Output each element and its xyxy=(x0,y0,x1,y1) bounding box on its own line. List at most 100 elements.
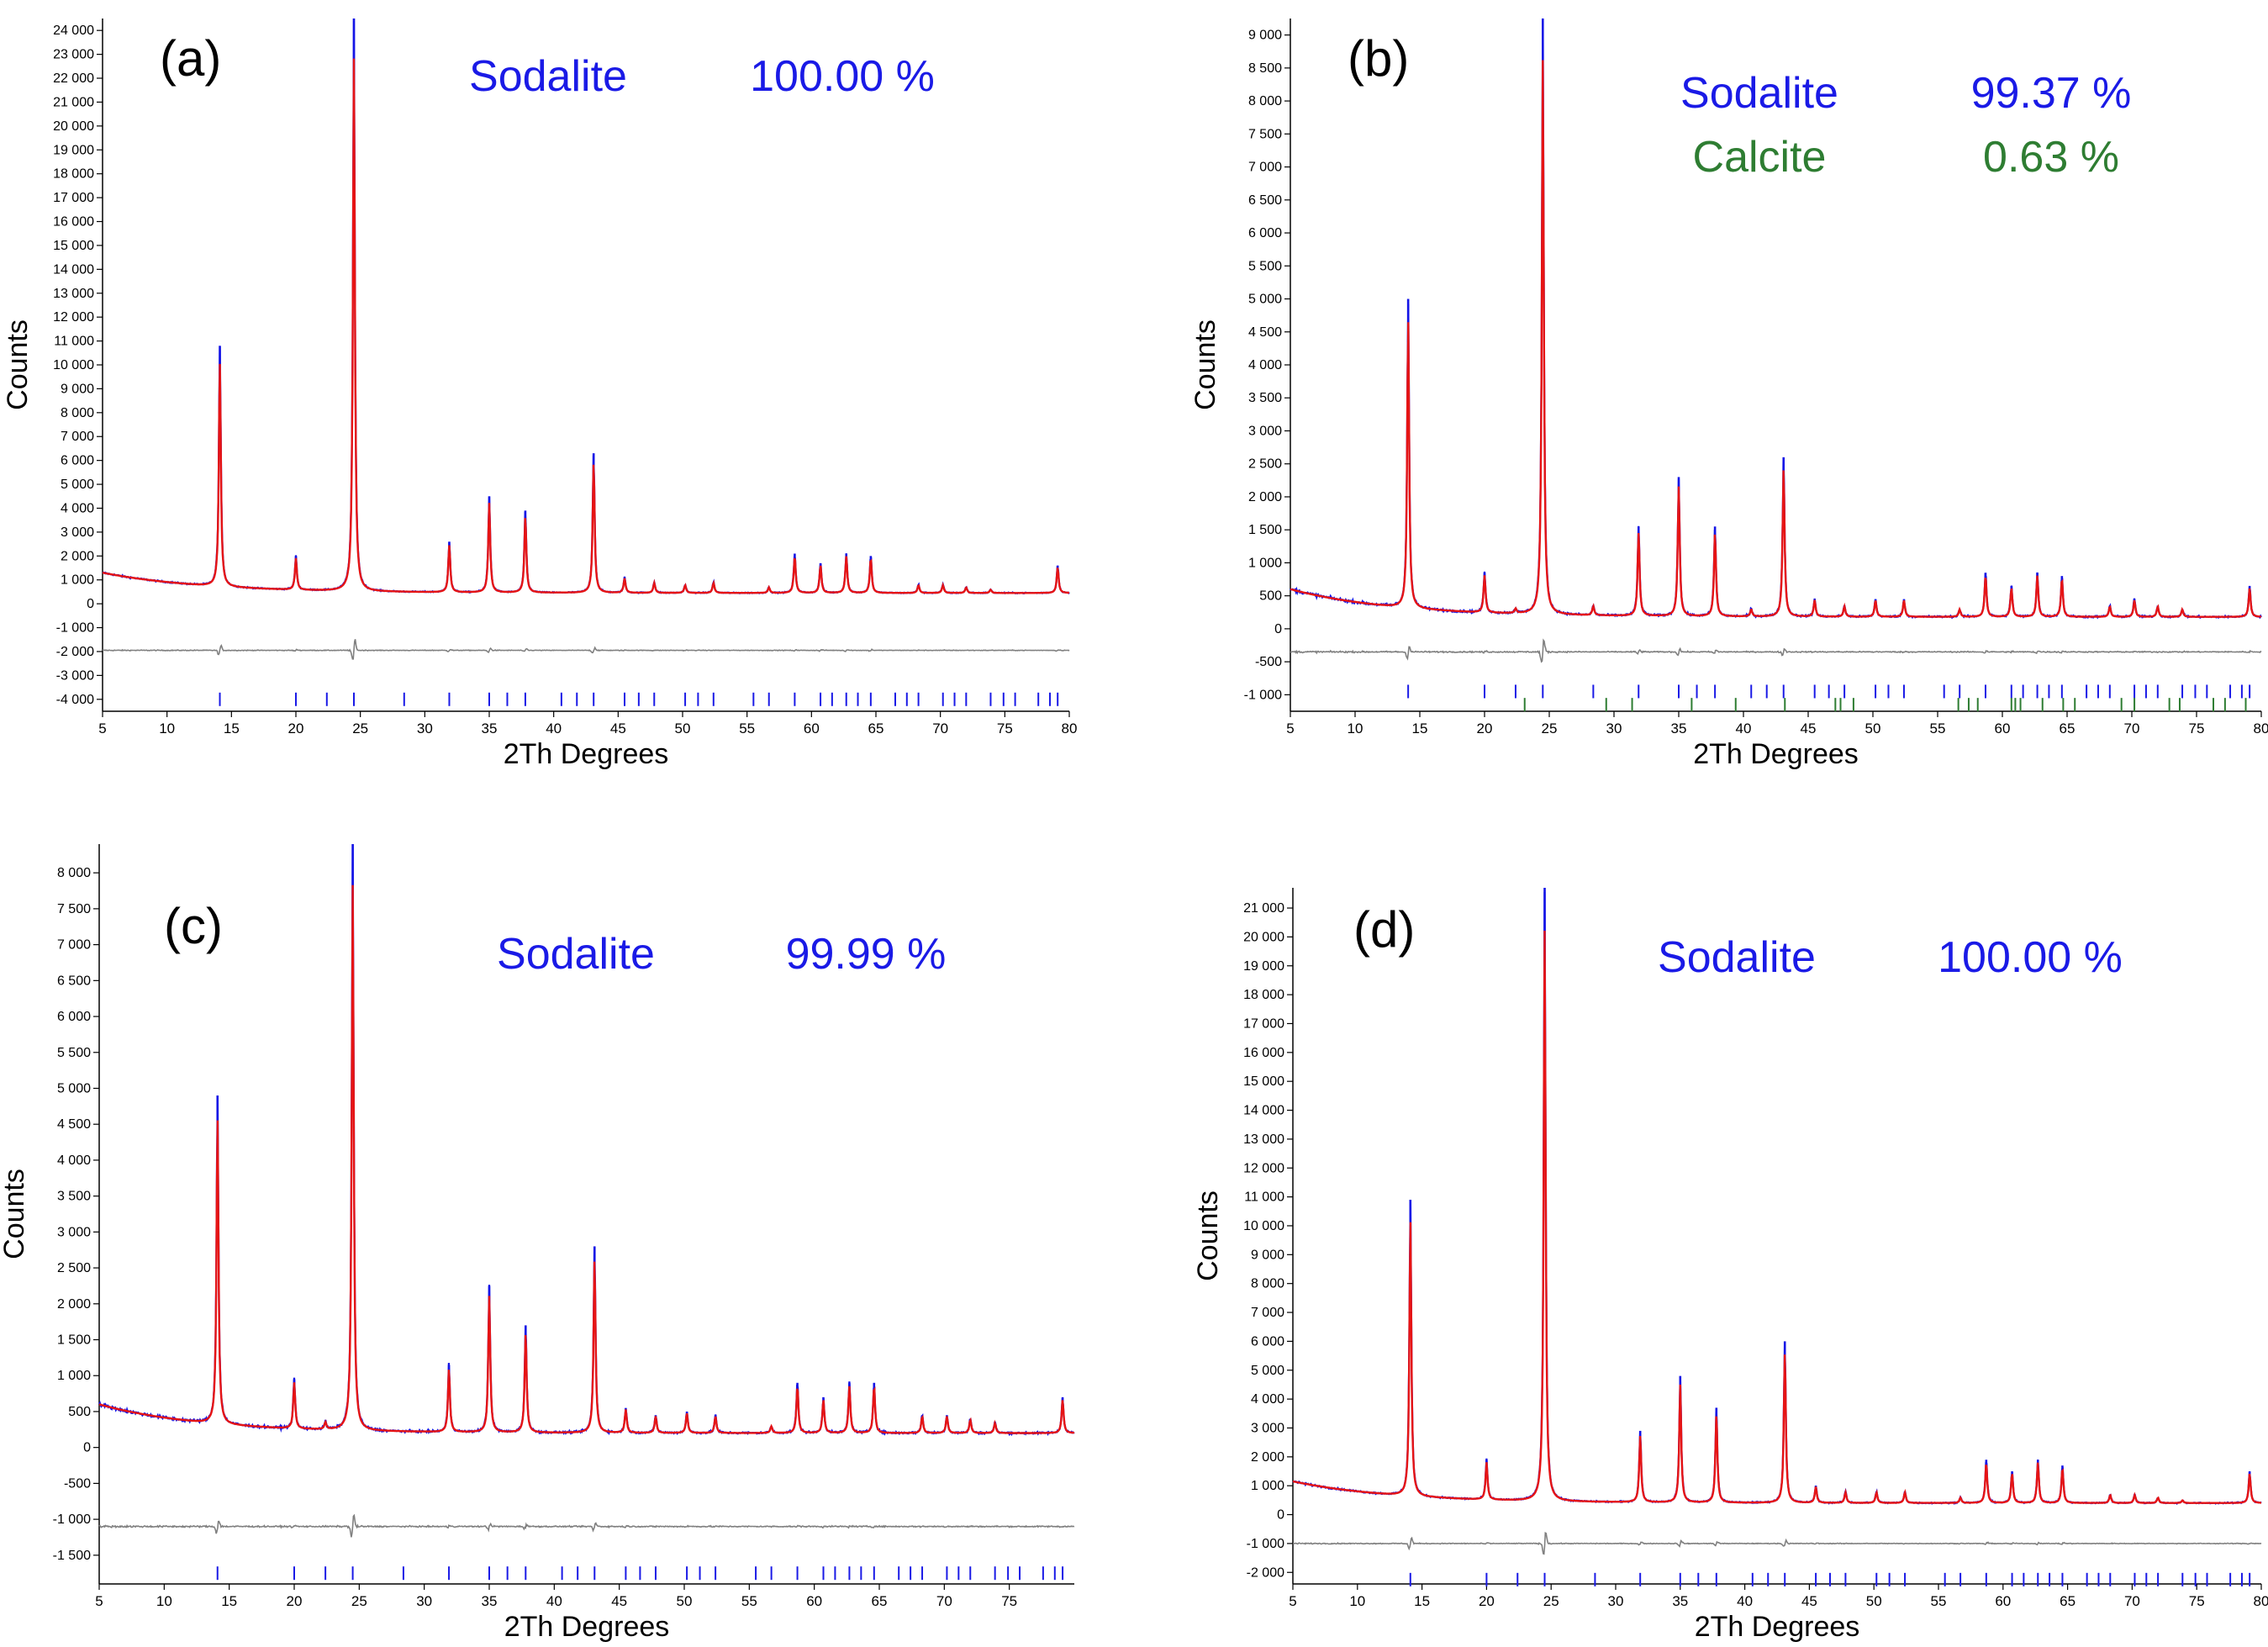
x-tick-label: 35 xyxy=(1671,721,1687,736)
difference-curve xyxy=(1292,1531,2262,1555)
difference-curve xyxy=(1290,638,2262,663)
y-tick-label: 20 000 xyxy=(1243,930,1284,944)
phase-percentage: 100.00 % xyxy=(750,52,935,101)
difference-curve xyxy=(103,639,1070,660)
y-tick-label: 2 000 xyxy=(57,1297,91,1312)
y-axis-title: Counts xyxy=(0,1169,30,1259)
x-tick-label: 65 xyxy=(2060,1593,2075,1609)
y-tick-label: 21 000 xyxy=(1243,901,1284,916)
x-tick-label: 50 xyxy=(1865,721,1881,736)
y-tick-label: 7 000 xyxy=(57,938,91,953)
y-tick-label: 20 000 xyxy=(53,119,94,134)
x-tick-label: 70 xyxy=(2124,1593,2140,1609)
x-axis-title: 2Th Degrees xyxy=(504,738,669,770)
x-tick-label: 55 xyxy=(1931,1593,1947,1609)
y-tick-label: 8 000 xyxy=(57,866,91,880)
y-tick-label: 5 000 xyxy=(1248,293,1282,307)
x-tick-label: 20 xyxy=(1477,721,1493,736)
panel-label: (b) xyxy=(1348,30,1409,87)
y-tick-label: 15 000 xyxy=(1243,1074,1284,1089)
calculated-curve xyxy=(102,58,1069,594)
calculated-curve xyxy=(1292,930,2261,1504)
x-tick-label: 5 xyxy=(1289,1593,1296,1609)
y-tick-label: 7 000 xyxy=(1251,1306,1284,1320)
x-tick-label: 45 xyxy=(611,1593,627,1609)
y-tick-label: 11 000 xyxy=(1244,1190,1284,1205)
y-tick-label: 7 000 xyxy=(61,430,94,444)
x-tick-label: 55 xyxy=(741,1593,757,1609)
observed-curve xyxy=(102,18,1070,595)
difference-curve xyxy=(98,1513,1075,1538)
phase-name: Sodalite xyxy=(497,930,655,979)
y-tick-label: 15 000 xyxy=(53,239,94,253)
x-tick-label: 50 xyxy=(677,1593,693,1609)
x-tick-label: 70 xyxy=(932,721,948,736)
y-tick-label: 2 000 xyxy=(61,549,94,563)
y-tick-label: 5 000 xyxy=(61,478,94,492)
y-tick-label: -2 000 xyxy=(1247,1565,1284,1580)
calculated-curve xyxy=(98,884,1075,1434)
phase-percentage: 99.37 % xyxy=(1971,69,2132,118)
y-tick-label: 0 xyxy=(1277,1508,1284,1523)
x-tick-label: 65 xyxy=(2060,721,2075,736)
y-tick-label: 3 500 xyxy=(57,1190,91,1204)
x-tick-label: 5 xyxy=(1286,721,1294,736)
y-tick-label: 17 000 xyxy=(1243,1016,1284,1031)
y-tick-label: -4 000 xyxy=(56,693,94,707)
x-tick-label: 40 xyxy=(1736,721,1752,736)
y-tick-label: 19 000 xyxy=(1243,959,1284,974)
y-tick-label: 6 500 xyxy=(1248,193,1282,208)
x-tick-label: 10 xyxy=(1348,721,1363,736)
x-tick-label: 35 xyxy=(482,721,498,736)
x-tick-label: 60 xyxy=(1995,1593,2011,1609)
panel-label: (c) xyxy=(164,898,223,954)
x-tick-label: 65 xyxy=(872,1593,888,1609)
y-tick-label: 7 000 xyxy=(1248,161,1282,175)
x-tick-label: 75 xyxy=(1001,1593,1017,1609)
y-tick-label: 7 500 xyxy=(57,902,91,916)
panel-label: (d) xyxy=(1353,901,1415,958)
y-tick-label: 16 000 xyxy=(53,215,94,230)
y-tick-label: 21 000 xyxy=(53,95,94,109)
panel-a: 24 000 23 000 22 000 21 000 20 000 19 000 18 0… xyxy=(2,18,1077,770)
y-tick-label: 4 000 xyxy=(61,501,94,515)
y-tick-label: -1 000 xyxy=(56,621,94,636)
phase-name: Sodalite xyxy=(469,52,627,101)
x-tick-label: 80 xyxy=(2254,1593,2268,1609)
x-tick-label: 15 xyxy=(221,1593,237,1609)
y-tick-label: 10 000 xyxy=(1243,1219,1284,1233)
x-tick-label: 45 xyxy=(610,721,626,736)
y-tick-label: 6 000 xyxy=(1248,226,1282,240)
y-tick-label: 3 000 xyxy=(61,525,94,540)
x-tick-label: 5 xyxy=(98,721,106,736)
x-tick-label: 10 xyxy=(159,721,175,736)
y-tick-label: 6 500 xyxy=(57,974,91,988)
y-tick-label: 24 000 xyxy=(53,24,94,38)
x-tick-label: 25 xyxy=(352,721,368,736)
y-tick-label: 1 500 xyxy=(1248,523,1282,537)
x-tick-label: 40 xyxy=(546,721,562,736)
y-tick-label: 18 000 xyxy=(1243,988,1284,1002)
x-tick-label: 70 xyxy=(2124,721,2140,736)
x-tick-label: 70 xyxy=(936,1593,952,1609)
y-tick-label: 8 000 xyxy=(1251,1277,1284,1291)
y-tick-label: 13 000 xyxy=(1243,1132,1284,1147)
y-tick-label: 12 000 xyxy=(53,310,94,325)
y-tick-label: 6 000 xyxy=(57,1010,91,1024)
y-tick-label: 7 500 xyxy=(1248,127,1282,141)
y-tick-label: 2 500 xyxy=(57,1261,91,1275)
x-tick-label: 30 xyxy=(1608,1593,1624,1609)
y-tick-label: 500 xyxy=(68,1405,91,1419)
y-tick-label: 500 xyxy=(1259,589,1282,604)
y-tick-label: 19 000 xyxy=(53,143,94,157)
y-tick-label: 11 000 xyxy=(54,335,94,349)
y-tick-label: 22 000 xyxy=(53,71,94,86)
y-tick-label: 2 500 xyxy=(1248,457,1282,472)
x-tick-label: 35 xyxy=(482,1593,498,1609)
y-tick-label: 5 000 xyxy=(57,1081,91,1095)
x-tick-label: 40 xyxy=(1737,1593,1753,1609)
x-tick-label: 25 xyxy=(1542,721,1558,736)
phase-name: Sodalite xyxy=(1680,69,1838,118)
